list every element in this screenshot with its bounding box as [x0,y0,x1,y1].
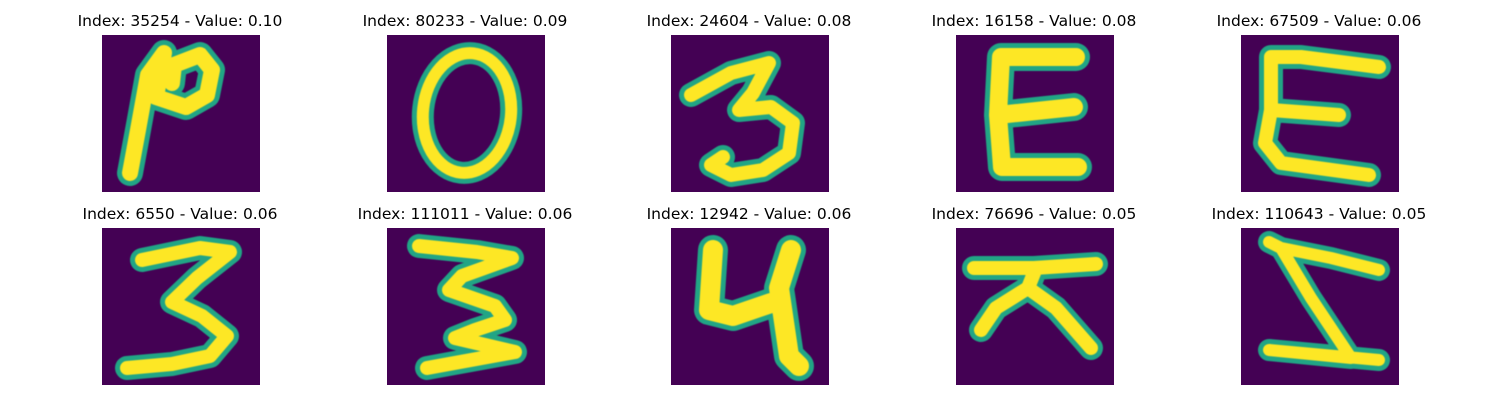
glyph-image [956,228,1114,385]
glyph-image [387,35,545,192]
glyph-image [387,228,545,385]
glyph-image [102,228,260,385]
panel-title: Index: 110643 - Value: 0.05 [1211,205,1427,223]
glyph-image [671,228,829,385]
panel-title: Index: 16158 - Value: 0.08 [931,12,1137,30]
panel-title: Index: 12942 - Value: 0.06 [646,205,852,223]
glyph-image [1241,35,1399,192]
panel-title: Index: 6550 - Value: 0.06 [82,205,278,223]
glyph-image [102,35,260,192]
panel-title: Index: 80233 - Value: 0.09 [362,12,568,30]
panel-title: Index: 24604 - Value: 0.08 [646,12,852,30]
panel-title: Index: 111011 - Value: 0.06 [357,205,573,223]
glyph-image [956,35,1114,192]
panel-title: Index: 67509 - Value: 0.06 [1216,12,1422,30]
glyph-image [671,35,829,192]
panel-title: Index: 76696 - Value: 0.05 [931,205,1137,223]
glyph-image [1241,228,1399,385]
panel-title: Index: 35254 - Value: 0.10 [77,12,283,30]
